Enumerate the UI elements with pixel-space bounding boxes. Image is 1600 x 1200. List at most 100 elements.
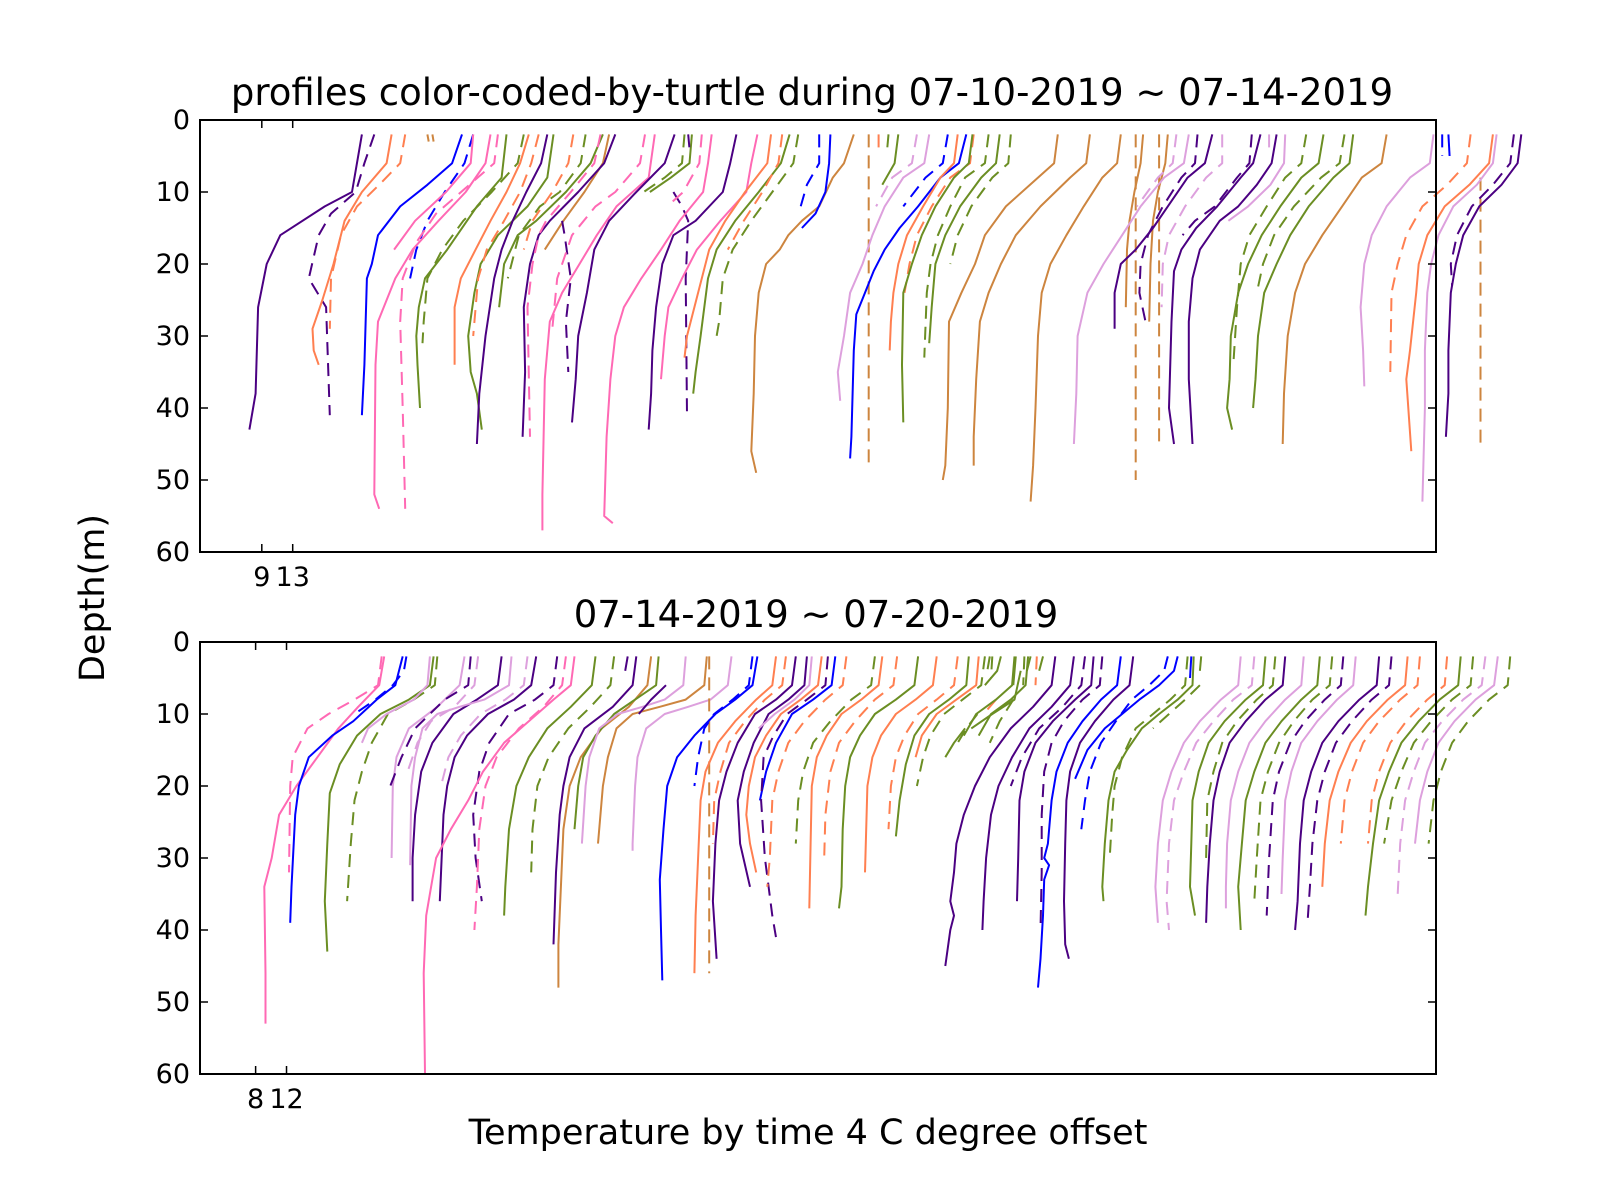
top-profile-line-4 bbox=[360, 134, 463, 416]
top-profile-line-0 bbox=[248, 134, 363, 430]
top-profile-line-25 bbox=[551, 134, 646, 329]
top-profile-line-24 bbox=[541, 134, 656, 531]
top-profile-line-28 bbox=[643, 134, 686, 193]
bottom-xtick-label-1: 12 bbox=[269, 1084, 303, 1115]
bottom-profile-line-83 bbox=[1237, 656, 1321, 931]
top-panel-title: profiles color-coded-by-turtle during 07… bbox=[231, 71, 1393, 114]
bottom-profile-line-91 bbox=[1367, 656, 1449, 844]
top-profile-line-32 bbox=[647, 134, 738, 430]
bottom-profile-line-87 bbox=[1294, 656, 1381, 931]
bottom-profile-line-6 bbox=[360, 656, 431, 744]
bottom-profile-line-0 bbox=[263, 656, 386, 1024]
top-xtick-label-1: 13 bbox=[276, 562, 310, 593]
bottom-profile-line-23 bbox=[624, 656, 629, 671]
bottom-profile-line-11 bbox=[409, 656, 513, 866]
top-profile-line-76 bbox=[1252, 134, 1355, 409]
top-profile-line-81 bbox=[1389, 134, 1472, 373]
bottom-profile-line-85 bbox=[1265, 656, 1345, 916]
top-panel-profiles bbox=[248, 134, 1523, 531]
bottom-ytick-label-4: 40 bbox=[156, 915, 190, 946]
top-profile-line-10 bbox=[415, 134, 508, 409]
bottom-profile-line-66 bbox=[1016, 656, 1095, 902]
bottom-profile-line-69 bbox=[1063, 656, 1135, 960]
top-profile-line-20 bbox=[521, 134, 617, 437]
top-ytick-label-3: 30 bbox=[156, 321, 190, 352]
bottom-profile-line-47 bbox=[914, 656, 980, 758]
top-profile-line-51 bbox=[903, 134, 975, 293]
top-panel-frame bbox=[199, 119, 1437, 553]
top-profile-line-3 bbox=[328, 134, 407, 329]
bottom-profile-line-20 bbox=[557, 656, 653, 988]
bottom-profile-line-24 bbox=[597, 656, 708, 844]
bottom-profile-line-10 bbox=[411, 656, 503, 902]
bottom-profile-line-30 bbox=[693, 656, 777, 974]
bottom-profile-line-81 bbox=[1205, 656, 1287, 923]
bottom-ytick-label-6: 60 bbox=[156, 1059, 190, 1090]
bottom-profile-line-76 bbox=[1152, 684, 1201, 730]
top-profile-line-31 bbox=[666, 134, 703, 208]
top-profile-line-46 bbox=[836, 134, 931, 401]
bottom-panel-title: 07-14-2019 ~ 07-20-2019 bbox=[574, 593, 1059, 636]
bottom-profile-line-15 bbox=[422, 656, 576, 1075]
top-profile-line-70 bbox=[1227, 134, 1287, 222]
bottom-profile-line-52 bbox=[990, 656, 994, 679]
top-profile-line-57 bbox=[972, 134, 1091, 466]
top-profile-line-27 bbox=[649, 134, 693, 193]
top-profile-line-72 bbox=[1187, 134, 1278, 445]
top-profile-line-63 bbox=[1072, 134, 1190, 445]
top-profile-line-30 bbox=[603, 134, 713, 524]
bottom-profile-line-3 bbox=[353, 656, 408, 715]
bottom-ytick-label-5: 50 bbox=[156, 987, 190, 1018]
top-panel: 0 10 20 30 40 50 60 9 13 bbox=[156, 105, 1523, 593]
top-profile-line-48 bbox=[849, 134, 968, 459]
top-profile-line-49 bbox=[902, 134, 949, 208]
bottom-ytick-label-0: 0 bbox=[173, 627, 190, 658]
bottom-profile-line-37 bbox=[760, 656, 829, 945]
top-profile-line-14 bbox=[453, 134, 530, 365]
bottom-profile-line-46 bbox=[915, 656, 986, 787]
bottom-profile-line-56 bbox=[956, 713, 979, 744]
bottom-profile-line-9 bbox=[406, 656, 480, 772]
top-xtick-label-0: 9 bbox=[253, 562, 270, 593]
top-profile-line-41 bbox=[799, 134, 821, 207]
top-profile-line-8 bbox=[426, 134, 430, 142]
bottom-profile-line-12 bbox=[440, 656, 529, 787]
top-profile-line-29 bbox=[672, 191, 690, 416]
bottom-profile-line-94 bbox=[1396, 656, 1487, 895]
bottom-profile-line-61 bbox=[1034, 656, 1038, 686]
top-profile-line-38 bbox=[687, 134, 691, 149]
top-profile-line-66 bbox=[1138, 134, 1199, 322]
top-profile-line-75 bbox=[1255, 134, 1346, 294]
top-profile-line-52 bbox=[901, 134, 974, 423]
bottom-profile-line-1 bbox=[288, 656, 383, 873]
bottom-profile-line-74 bbox=[1198, 656, 1203, 671]
top-profile-line-5 bbox=[409, 134, 475, 279]
top-profile-line-7 bbox=[399, 134, 499, 509]
bottom-profile-line-18 bbox=[530, 656, 616, 873]
top-profile-line-45 bbox=[886, 134, 890, 149]
bottom-profile-line-62 bbox=[1038, 656, 1044, 672]
bottom-profile-line-2 bbox=[289, 656, 404, 923]
top-profile-line-77 bbox=[1281, 134, 1388, 445]
bottom-profile-line-60 bbox=[1022, 656, 1026, 686]
top-profile-line-65 bbox=[1113, 134, 1214, 329]
top-profile-line-80 bbox=[1447, 134, 1451, 157]
bottom-panel: 0 10 20 30 40 50 60 8 12 bbox=[156, 627, 1512, 1115]
top-panel-x-ticks: 9 13 bbox=[253, 120, 310, 593]
bottom-profile-line-84 bbox=[1253, 656, 1334, 902]
bottom-profile-line-71 bbox=[1080, 656, 1169, 830]
top-profile-line-37 bbox=[726, 134, 784, 251]
top-ytick-label-4: 40 bbox=[156, 393, 190, 424]
top-profile-line-18 bbox=[506, 134, 587, 279]
bottom-profile-line-16 bbox=[473, 656, 567, 931]
bottom-profile-line-26 bbox=[631, 656, 733, 851]
bottom-panel-y-ticks: 0 10 20 30 40 50 60 bbox=[156, 627, 1436, 1090]
bottom-profile-line-68 bbox=[1037, 656, 1122, 988]
top-profile-line-21 bbox=[522, 134, 575, 250]
top-profile-line-35 bbox=[714, 134, 800, 344]
bottom-profile-line-95 bbox=[1414, 656, 1499, 844]
bottom-profile-line-28 bbox=[658, 656, 759, 981]
top-profile-line-33 bbox=[660, 134, 759, 380]
bottom-profile-line-29 bbox=[693, 656, 754, 787]
